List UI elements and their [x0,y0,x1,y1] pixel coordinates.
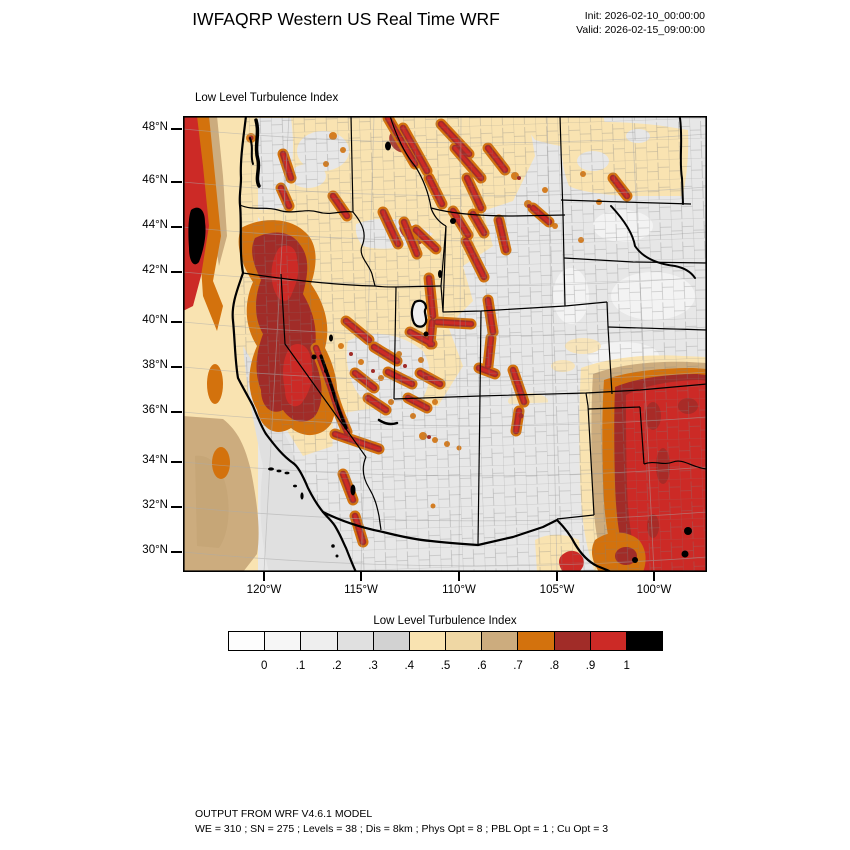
lat-tick-mark [171,128,182,130]
colorbar-tick-label: .9 [585,660,596,672]
lon-tick-label: 115°W [344,584,378,596]
footer-config-line: WE = 310 ; SN = 275 ; Levels = 38 ; Dis … [195,822,609,835]
colorbar-tick-label: .6 [476,660,487,672]
lat-tick-label: 32°N [142,499,168,511]
timestamp-block: Init: 2026-02-10_00:00:00 Valid: 2026-02… [576,10,705,38]
init-timestamp: Init: 2026-02-10_00:00:00 [584,10,705,22]
lat-tick-label: 40°N [142,314,168,326]
lon-tick-mark [556,572,558,581]
lon-tick-label: 100°W [636,584,672,596]
lon-tick-label: 120°W [246,584,282,596]
colorbar-tick-label: 1 [623,660,630,672]
colorbar-cell [336,631,374,651]
lat-tick-label: 46°N [142,174,168,186]
colorbar-tick-label: .8 [549,660,560,672]
lat-tick-mark [171,506,182,508]
lat-tick-mark [171,551,182,553]
colorbar-tick-label: .2 [331,660,342,672]
colorbar-cell [300,631,338,651]
lat-tick-label: 48°N [142,121,168,133]
lat-tick-label: 42°N [142,264,168,276]
valid-timestamp: Valid: 2026-02-15_09:00:00 [576,23,705,36]
colorbar-tick-label: .7 [513,660,523,672]
lat-tick-mark [171,321,182,323]
lat-tick-mark [171,411,182,413]
footer-model-line: OUTPUT FROM WRF V4.6.1 MODEL [195,808,373,820]
colorbar-cell [589,631,627,651]
lon-tick-label: 105°W [539,584,575,596]
colorbar-title: Low Level Turbulence Index [373,615,517,627]
colorbar-cell [445,631,483,651]
colorbar-cell [625,631,664,651]
lon-tick-mark [458,572,460,581]
lat-tick-mark [171,366,182,368]
lon-tick-mark [263,572,265,581]
colorbar-tick-label: .4 [404,660,415,672]
state-borders [231,114,708,574]
map-subtitle: Low Level Turbulence Index [195,92,339,104]
page-title: IWFAQRP Western US Real Time WRF [192,9,500,29]
lat-tick-mark [171,181,182,183]
water-and-extreme-features [188,117,696,563]
turbulence-map-svg [182,114,708,574]
colorbar-cell [408,631,447,651]
lat-tick-mark [171,271,182,273]
colorbar [228,631,664,651]
lat-tick-mark [171,226,182,228]
colorbar-cell [372,631,410,651]
lat-tick-label: 38°N [142,359,168,371]
colorbar-tick-label: .1 [295,660,306,672]
lon-tick-mark [360,572,362,581]
colorbar-cell [228,631,266,651]
colorbar-tick-label: 0 [261,660,268,672]
lat-tick-mark [171,461,182,463]
lat-tick-label: 36°N [142,404,168,416]
lat-tick-label: 34°N [142,454,168,466]
lat-tick-label: 30°N [142,544,168,556]
colorbar-tick-label: .3 [368,660,378,672]
lat-tick-label: 44°N [142,219,168,231]
lon-tick-mark [653,572,655,581]
footer-block: OUTPUT FROM WRF V4.6.1 MODEL WE = 310 ; … [195,807,608,836]
colorbar-cell [481,631,519,651]
map-canvas [182,114,708,574]
colorbar-cell [553,631,591,651]
colorbar-tick-label: .5 [440,660,451,672]
colorbar-cell [264,631,302,651]
lon-tick-label: 110°W [442,584,476,596]
colorbar-cell [517,631,555,651]
